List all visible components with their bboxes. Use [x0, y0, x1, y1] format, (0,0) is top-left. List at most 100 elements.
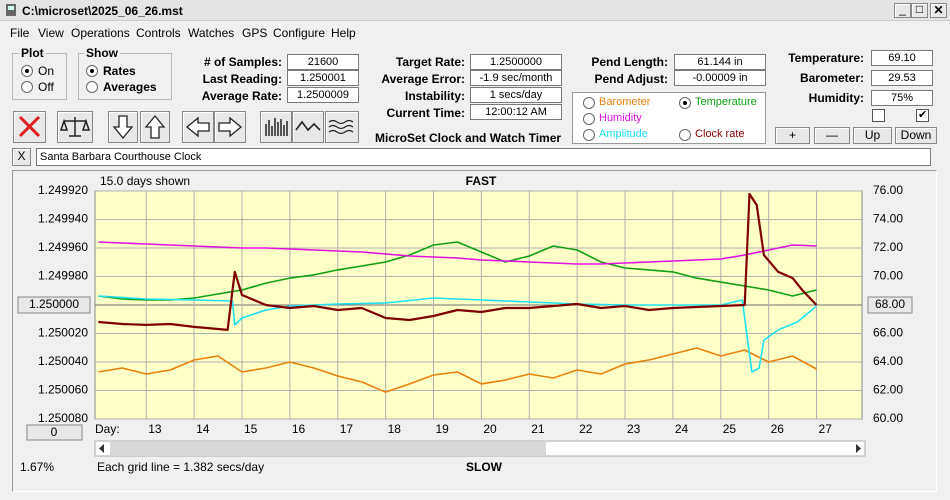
y2-tick-label: 74.00 [873, 212, 903, 226]
clock-name[interactable]: Santa Barbara Courthouse Clock [36, 148, 931, 166]
x-tick-label: 27 [819, 422, 833, 436]
y2-tick-label: 76.00 [873, 183, 903, 197]
group-title: Plot [19, 46, 46, 60]
field-label: Last Reading: [202, 72, 282, 86]
field: 69.10 [871, 50, 933, 66]
menu-item[interactable]: View [38, 26, 64, 40]
y2-tick-label: 68.00 [875, 297, 905, 311]
menu-item[interactable]: GPS [242, 26, 268, 40]
series-line [98, 241, 817, 301]
legend-radio[interactable] [679, 129, 691, 141]
y-tick-label: 1.250040 [38, 354, 88, 368]
right-button[interactable] [214, 111, 246, 143]
checkbox[interactable] [872, 109, 885, 122]
legend-radio[interactable] [679, 97, 691, 109]
balance-button[interactable] [57, 111, 93, 143]
show-group [78, 53, 172, 100]
minimize-button[interactable]: _ [894, 3, 911, 18]
fast-label: FAST [466, 174, 497, 188]
legend-radio[interactable] [583, 129, 595, 141]
wave-button[interactable] [292, 111, 324, 143]
radio[interactable] [21, 81, 33, 93]
field: -0.00009 in [674, 70, 766, 86]
center-button [867, 296, 913, 314]
menu-item[interactable]: Watches [188, 26, 235, 40]
y-tick-label: 1.249960 [38, 240, 88, 254]
legend-radio[interactable] [583, 97, 595, 109]
stop-button[interactable] [13, 111, 46, 143]
scroll-thumb[interactable] [110, 442, 546, 455]
x-tick-label: 26 [771, 422, 785, 436]
field-label: Temperature: [788, 51, 864, 65]
field: 75% [871, 90, 933, 106]
menu-item[interactable]: File [10, 26, 30, 40]
legend-label: Barometer [599, 96, 651, 108]
radio[interactable] [21, 65, 33, 77]
x-tick-label: 21 [531, 422, 545, 436]
button[interactable]: + [775, 127, 810, 144]
y-tick-label: 1.250080 [38, 411, 88, 425]
app-name: MicroSet Clock and Watch Timer [375, 131, 562, 145]
y2-tick-label: 64.00 [873, 354, 903, 368]
menu-item[interactable]: Configure [273, 26, 326, 40]
y-tick-label: 1.250060 [38, 383, 88, 397]
field-label: Humidity: [808, 91, 864, 105]
slow-label: SLOW [466, 460, 503, 474]
legend-label: Humidity [599, 112, 642, 124]
y-tick-label: 1.249980 [38, 269, 88, 283]
legend-radio[interactable] [583, 113, 595, 125]
field: 12:00:12 AM [470, 104, 562, 120]
field: 21600 [287, 54, 359, 70]
series-line [98, 347, 817, 393]
field: -1.9 sec/month [470, 70, 562, 86]
x-axis-label: Day: [95, 422, 120, 436]
x-tick-label: 13 [148, 422, 162, 436]
offset-button[interactable] [26, 424, 83, 441]
button[interactable]: Down [895, 127, 937, 144]
smooth-button[interactable] [325, 111, 359, 143]
y2-tick-label: 72.00 [873, 240, 903, 254]
button[interactable]: — [814, 127, 850, 144]
radio-label: Rates [103, 64, 136, 78]
x-tick-label: 19 [435, 422, 449, 436]
clear-button[interactable]: X [12, 148, 31, 166]
field: 61.144 in [674, 54, 766, 70]
maximize-button[interactable]: □ [911, 3, 928, 18]
down-button[interactable] [108, 111, 138, 143]
radio-label: Off [38, 80, 54, 94]
grid-note: Each grid line = 1.382 secs/day [97, 460, 264, 474]
checkbox[interactable] [916, 108, 929, 122]
days-shown: 15.0 days shown [100, 174, 190, 188]
field-label: Target Rate: [395, 55, 465, 69]
y2-tick-label: 62.00 [873, 383, 903, 397]
field-label: Average Rate: [201, 89, 282, 103]
radio-label: Averages [103, 80, 157, 94]
close-button[interactable]: ✕ [930, 3, 947, 18]
button[interactable]: Up [853, 127, 892, 144]
zoom-label: 1.67% [20, 460, 54, 474]
y-tick-label: 1.249920 [38, 183, 88, 197]
x-tick-label: 16 [292, 422, 306, 436]
bars-button[interactable] [260, 111, 292, 143]
up-button[interactable] [140, 111, 170, 143]
left-button[interactable] [182, 111, 214, 143]
radio-label: On [38, 64, 55, 78]
menu-item[interactable]: Controls [136, 26, 181, 40]
menu-item[interactable]: Help [331, 26, 356, 40]
group-title: Show [84, 46, 120, 60]
field-label: Current Time: [386, 106, 465, 120]
series-line [98, 241, 817, 265]
field-label: Barometer: [799, 71, 864, 85]
field-label: Average Error: [381, 72, 465, 86]
y-tick-label: 1.250000 [29, 297, 79, 311]
menu-item[interactable]: Operations [71, 26, 130, 40]
field-label: Pend Adjust: [594, 72, 668, 86]
legend-box [572, 92, 766, 144]
legend-label: Temperature [695, 96, 757, 108]
radio[interactable] [86, 65, 98, 77]
x-tick-label: 25 [723, 422, 737, 436]
radio[interactable] [86, 81, 98, 93]
legend-label: Clock rate [695, 128, 745, 140]
y2-tick-label: 70.00 [873, 269, 903, 283]
